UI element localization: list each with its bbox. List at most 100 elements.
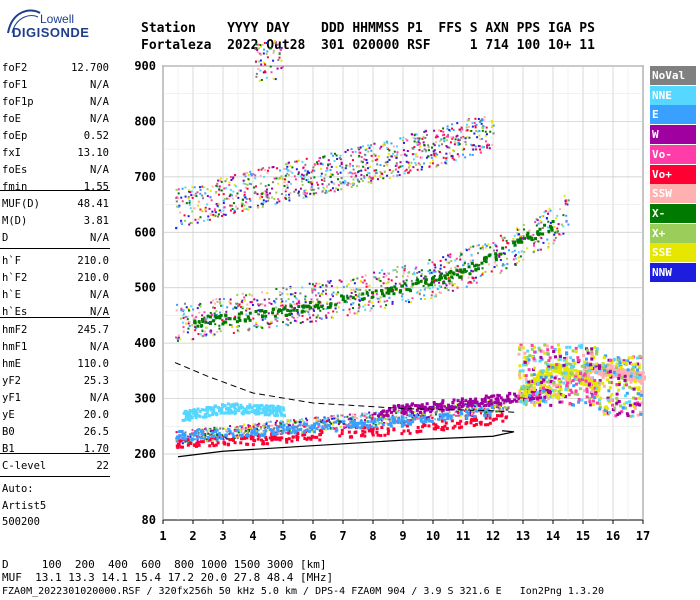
echo-dot (273, 177, 276, 180)
echo-dot (495, 410, 498, 413)
echo-dot (319, 286, 322, 289)
param-name: yE (2, 409, 15, 421)
echo-dot (423, 413, 426, 416)
echo-dot (432, 281, 435, 284)
series-point (264, 309, 268, 313)
echo-dot (279, 294, 282, 297)
echo-dot (256, 435, 259, 438)
echo-dot (431, 290, 434, 293)
echo-dot (482, 118, 485, 121)
echo-dot (302, 166, 305, 169)
echo-dot (326, 280, 329, 283)
cluster-point (517, 394, 521, 398)
cluster-point (605, 369, 609, 373)
echo-dot (363, 153, 366, 156)
cluster-point (545, 380, 549, 384)
echo-dot (536, 239, 539, 242)
echo-dot (434, 295, 437, 298)
series-point (269, 408, 273, 412)
series-point (532, 377, 536, 381)
series-point (215, 412, 219, 416)
series-point (641, 371, 645, 375)
echo-dot (353, 282, 356, 285)
param-name: foEp (2, 130, 28, 142)
echo-dot (431, 146, 434, 149)
echo-dot (229, 302, 232, 305)
echo-dot (515, 262, 518, 265)
cluster-point (626, 368, 630, 372)
series-point (282, 408, 286, 412)
echo-dot (333, 190, 336, 193)
series-point (385, 291, 389, 295)
series-point (482, 409, 486, 413)
echo-dot (326, 427, 329, 430)
echo-dot (454, 138, 457, 141)
echo-dot (335, 426, 338, 429)
echo-dot (238, 189, 241, 192)
echo-dot (499, 411, 502, 414)
echo-dot (198, 200, 201, 203)
echo-dot (480, 122, 483, 125)
series-point (456, 421, 460, 425)
echo-dot (417, 140, 420, 143)
series-point (222, 441, 226, 445)
series-point (541, 232, 545, 236)
echo-dot (319, 309, 322, 312)
param-name: foE (2, 113, 21, 125)
echo-dot (452, 136, 455, 139)
echo-dot (505, 257, 508, 260)
echo-dot (347, 283, 350, 286)
cluster-point (565, 345, 569, 349)
echo-dot (454, 410, 457, 413)
echo-dot (455, 257, 458, 260)
echo-dot (229, 425, 232, 428)
echo-dot (266, 169, 269, 172)
echo-dot (472, 245, 475, 248)
echo-dot (245, 309, 248, 312)
echo-dot (312, 314, 315, 317)
echo-dot (438, 409, 441, 412)
series-point (284, 313, 288, 317)
echo-dot (429, 414, 432, 417)
cluster-point (609, 381, 613, 385)
echo-dot (301, 286, 304, 289)
echo-dot (257, 429, 260, 432)
echo-dot (209, 430, 212, 433)
echo-dot (317, 428, 320, 431)
echo-dot (446, 125, 449, 128)
echo-dot (383, 417, 386, 420)
echo-dot (332, 154, 335, 157)
echo-dot (516, 227, 519, 230)
echo-dot (482, 248, 485, 251)
echo-dot (255, 192, 258, 195)
echo-dot (427, 146, 430, 149)
echo-dot (216, 300, 219, 303)
echo-dot (354, 413, 357, 416)
echo-dot (547, 210, 550, 213)
series-point (307, 304, 311, 308)
param-value: N/A (90, 392, 109, 404)
series-point (419, 417, 423, 421)
echo-dot (272, 51, 275, 54)
echo-dot (275, 177, 278, 180)
series-point (216, 436, 220, 440)
echo-dot (465, 285, 468, 288)
echo-dot (462, 153, 465, 156)
echo-dot (488, 147, 491, 150)
echo-dot (422, 413, 425, 416)
echo-dot (217, 179, 220, 182)
echo-dot (494, 243, 497, 246)
series-point (438, 413, 442, 417)
series-point (538, 232, 542, 236)
series-point (196, 324, 200, 328)
echo-dot (454, 159, 457, 162)
cluster-point (631, 414, 635, 418)
series-point (411, 402, 415, 406)
echo-dot (264, 193, 267, 196)
echo-dot (479, 138, 482, 141)
echo-dot (302, 177, 305, 180)
echo-dot (414, 153, 417, 156)
cluster-point (598, 371, 602, 375)
series-point (431, 407, 435, 411)
echo-dot (459, 251, 462, 254)
